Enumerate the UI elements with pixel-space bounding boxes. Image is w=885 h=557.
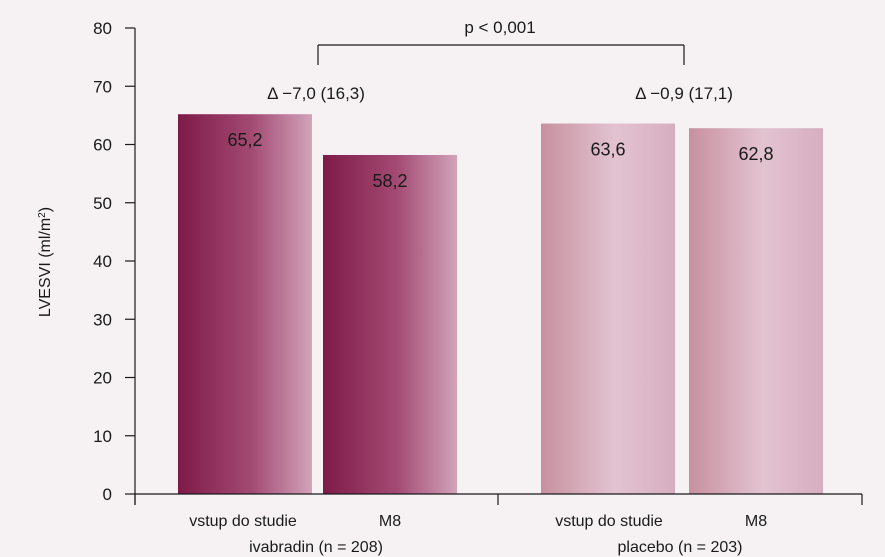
y-tick-label: 10 [93,427,112,446]
bar-value-label: 63,6 [590,140,625,160]
bars-layer: 65,2 58,2 63,6 62,8 [178,114,823,495]
bar-ivabradin-m8 [323,154,457,495]
p-value-label: p < 0,001 [464,18,535,37]
delta-label-ivabradin: Δ −7,0 (16,3) [267,84,365,103]
x-axis [134,493,863,505]
bar-ivabradin-baseline [178,114,312,495]
bar-value-label: 58,2 [372,171,407,191]
y-tick-label: 70 [93,77,112,96]
comparison-bracket [317,44,685,65]
group-label-placebo: placebo (n = 203) [618,539,743,556]
x-tick-label-ivabradin-m8: M8 [379,513,401,530]
y-tick-label: 50 [93,194,112,213]
bar-placebo-baseline [541,123,675,494]
y-tick-label: 0 [103,485,112,504]
y-axis-label-superscript: 2 [37,212,48,218]
y-axis-label: LVESVI (ml/m2) [37,207,55,317]
bar-value-label: 62,8 [738,144,773,164]
delta-label-placebo: Δ −0,9 (17,1) [635,84,733,103]
y-tick-label: 30 [93,310,112,329]
bar-placebo-m8 [689,128,823,494]
y-tick-label: 60 [93,136,112,155]
y-tick-label: 40 [93,252,112,271]
x-tick-label-ivabradin-baseline: vstup do studie [189,513,297,530]
x-tick-label-placebo-baseline: vstup do studie [555,513,663,530]
y-tick-label: 20 [93,369,112,388]
y-axis: 0 10 20 30 40 50 60 70 80 [93,19,136,505]
y-tick-label: 80 [93,19,112,38]
bar-value-label: 65,2 [227,130,262,150]
x-tick-label-placebo-m8: M8 [745,513,767,530]
group-label-ivabradin: ivabradin (n = 208) [249,539,383,556]
